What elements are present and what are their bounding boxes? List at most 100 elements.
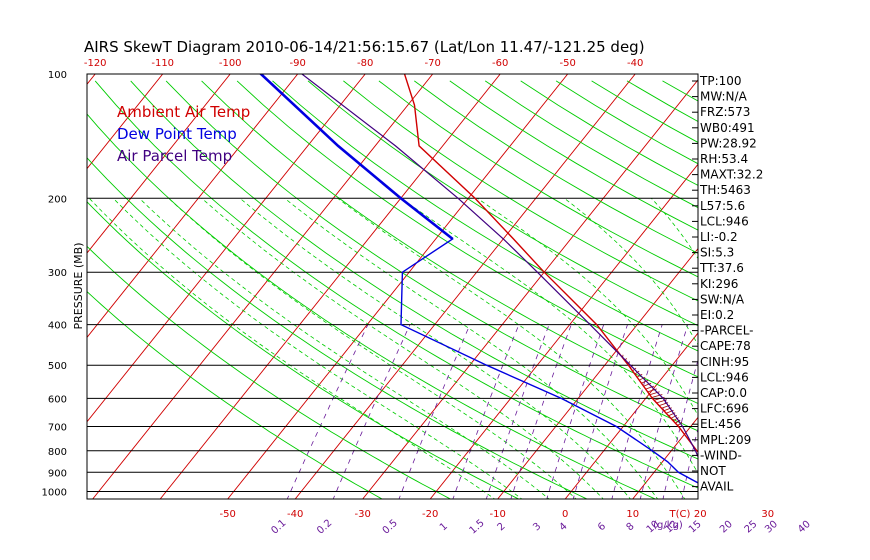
index-label: L57:5.6 — [700, 199, 745, 213]
pressure-tick-label: 400 — [48, 321, 67, 332]
index-label: SI:5.3 — [700, 246, 734, 260]
dry-adiabat-line — [165, 80, 698, 432]
mixing-ratio-tick-label: 0.1 — [269, 518, 288, 537]
index-label: MW:N/A — [700, 90, 748, 104]
mixing-ratio-line — [398, 324, 471, 499]
mixing-ratio-tick-label: 3 — [531, 521, 543, 533]
top-temperature-axis: -120 -110 -100 -90 -80 -70 -60 -50 -40 — [84, 58, 644, 69]
grid-background — [87, 34, 870, 539]
dry-adiabat-line — [87, 291, 383, 499]
dry-adiabat-line — [87, 245, 452, 499]
bottom-temperature-axis: -50 -40 -30 -20 -10 0 10 20 30 T(C) — [220, 509, 775, 520]
series-line-emphasis — [259, 74, 454, 240]
isotherm-line — [87, 74, 164, 170]
index-label: LI:-0.2 — [700, 230, 738, 244]
moist-adiabat-line — [284, 197, 659, 499]
mixing-ratio-tick-label: 6 — [596, 521, 608, 533]
pressure-tick-label: 900 — [48, 468, 67, 479]
isotherm-line — [736, 34, 870, 539]
cape-hatch-line — [647, 388, 657, 393]
moist-adiabat-line — [239, 197, 631, 499]
mixing-ratio-line — [485, 324, 550, 499]
pressure-tick-label: 300 — [48, 268, 67, 279]
top-temp-tick-label: -80 — [357, 58, 373, 69]
dry-adiabat-line — [201, 80, 698, 404]
index-label: MPL:209 — [700, 433, 751, 447]
mixing-ratio-tick-label: 0.2 — [315, 518, 334, 537]
legend-entry: Air Parcel Temp — [117, 147, 232, 165]
moist-adiabat-line — [477, 197, 698, 417]
mixing-ratio-line — [662, 358, 698, 499]
top-temp-tick-label: -50 — [560, 58, 576, 69]
mixing-ratio-tick-label: 20 — [718, 519, 735, 536]
cape-hatch-line — [677, 422, 683, 426]
isotherm-line — [362, 79, 698, 499]
mixing-ratio-tick-label: 1 — [438, 521, 450, 533]
dry-adiabat-line — [343, 80, 698, 302]
index-label: TT:37.6 — [699, 261, 744, 275]
cape-hatch-line — [639, 376, 646, 381]
mixing-ratio-tick-label: 1.5 — [468, 518, 487, 537]
cape-hatch-line — [636, 373, 643, 378]
isotherm-line — [429, 163, 698, 499]
mixing-ratio-line — [286, 324, 369, 499]
dry-adiabat-line — [130, 80, 698, 460]
mixing-ratio-line — [572, 324, 628, 499]
legend-entry: Ambient Air Temp — [117, 103, 250, 121]
moist-adiabat-line — [401, 197, 698, 475]
moist-adiabat-line — [201, 198, 604, 499]
index-label: NOT — [700, 464, 726, 478]
legend-entry: Dew Point Temp — [117, 125, 237, 143]
pressure-tick-label: 800 — [48, 447, 67, 458]
dry-adiabat-line — [272, 80, 698, 352]
plot-frame — [86, 73, 699, 500]
top-temp-tick-label: -100 — [219, 58, 242, 69]
dry-adiabat-line — [378, 80, 698, 278]
index-label: LCL:946 — [700, 214, 749, 228]
isotherm-line — [294, 74, 636, 499]
mixing-ratio-tick-label: 2 — [496, 521, 508, 533]
bottom-temp-tick-label: -20 — [422, 509, 438, 520]
moist-adiabat-line — [168, 198, 577, 499]
cape-hatch-line — [641, 379, 649, 384]
isotherm-line — [632, 416, 698, 499]
index-label: TH:5463 — [699, 183, 751, 197]
bottom-temp-tick-label: 20 — [694, 509, 707, 520]
top-temp-tick-label: -40 — [627, 58, 643, 69]
bottom-temp-tick-label: 0 — [562, 509, 568, 520]
isotherm-line — [87, 74, 366, 423]
moist-adiabat-line — [89, 198, 496, 499]
index-label: TP:100 — [699, 74, 742, 88]
series-line — [403, 74, 698, 453]
bottom-temp-tick-label: -30 — [355, 509, 371, 520]
index-label: -PARCEL- — [700, 324, 754, 338]
index-label: KI:296 — [700, 277, 738, 291]
mixing-ratio-tick-label: 25 — [743, 519, 760, 536]
isotherm-line — [803, 34, 870, 539]
chart-title: AIRS SkewT Diagram 2010-06-14/21:56:15.6… — [84, 38, 645, 56]
bottom-temp-tick-label: -50 — [220, 509, 236, 520]
index-label: AVAIL — [700, 480, 734, 494]
index-label: LCL:946 — [700, 370, 749, 384]
index-label: EL:456 — [700, 417, 741, 431]
dry-adiabat-line — [804, 81, 870, 501]
dry-adiabat-line — [87, 157, 589, 499]
mixing-ratio-line — [510, 324, 572, 499]
top-temp-tick-label: -70 — [425, 58, 441, 69]
bottom-temp-tick-label: 10 — [626, 509, 639, 520]
mixing-ratio-tick-label: 40 — [796, 519, 813, 536]
pressure-tick-label: 100 — [48, 70, 67, 81]
top-temp-tick-label: -60 — [492, 58, 508, 69]
mixing-ratio-line — [815, 325, 843, 501]
isotherm-line — [497, 247, 698, 499]
pressure-tick-label: 600 — [48, 394, 67, 405]
cape-hatch-line — [672, 417, 679, 422]
mixing-ratio-tick-label: 0.5 — [381, 518, 400, 537]
bottom-temp-tick-label: 30 — [761, 509, 774, 520]
mixing-ratio-line — [546, 324, 605, 499]
dry-adiabat-line — [94, 80, 698, 489]
isotherm-line — [564, 332, 698, 499]
isotherm-line — [87, 74, 231, 254]
